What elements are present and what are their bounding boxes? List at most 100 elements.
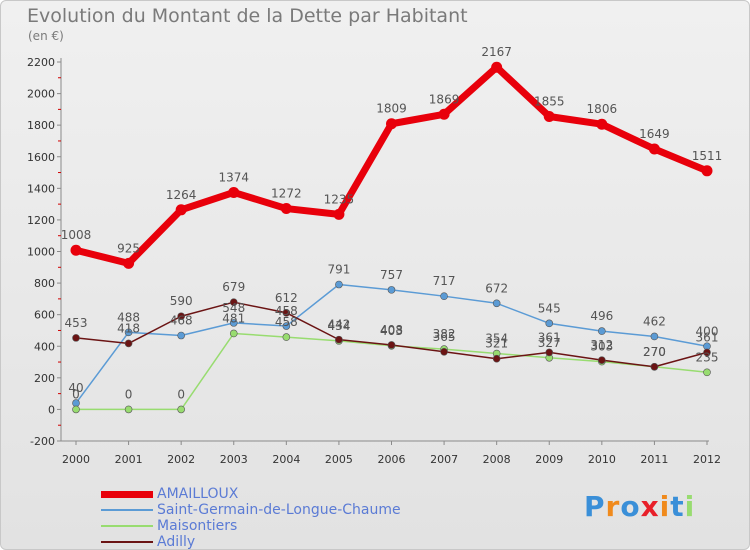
data-point-AMAILLOUX xyxy=(596,118,608,130)
x-tick-label: 2011 xyxy=(640,453,668,466)
data-point-AMAILLOUX xyxy=(648,143,660,155)
data-label-Adilly: 312 xyxy=(590,338,613,352)
data-point-Adilly xyxy=(72,334,80,342)
data-point-AMAILLOUX xyxy=(123,257,135,269)
x-tick-label: 2003 xyxy=(220,453,248,466)
data-label-Maisontiers: 327 xyxy=(538,336,561,350)
legend-label: Saint-Germain-de-Longue-Chaume xyxy=(157,502,401,518)
logo-letter: i xyxy=(659,490,671,523)
data-label-Saint-Germain-de-Longue-Chaume: 496 xyxy=(590,309,613,323)
data-point-AMAILLOUX xyxy=(386,118,397,130)
logo-letter: r xyxy=(605,490,621,523)
data-label-AMAILLOUX: 1809 xyxy=(376,102,407,116)
data-point-Adilly xyxy=(545,348,554,357)
legend-item: AMAILLOUX xyxy=(101,486,521,502)
x-tick-label: 2012 xyxy=(693,453,721,466)
data-label-AMAILLOUX: 1511 xyxy=(692,149,723,163)
x-tick-label: 2000 xyxy=(62,453,90,466)
data-label-Maisontiers: 0 xyxy=(177,387,185,401)
data-point-Adilly xyxy=(124,339,133,348)
logo-letter: i xyxy=(684,490,696,523)
y-tick-label: 1600 xyxy=(27,151,55,164)
data-point-AMAILLOUX xyxy=(333,208,345,220)
data-point-Saint-Germain-de-Longue-Chaume xyxy=(545,319,554,328)
legend-label: Adilly xyxy=(157,534,196,550)
data-point-AMAILLOUX xyxy=(70,244,82,256)
x-tick-label: 2001 xyxy=(115,453,143,466)
data-point-AMAILLOUX xyxy=(491,61,503,73)
data-label-AMAILLOUX: 925 xyxy=(117,241,140,255)
data-point-Saint-Germain-de-Longue-Chaume xyxy=(440,292,448,300)
data-label-Maisontiers: 481 xyxy=(222,311,245,325)
data-label-Maisontiers: 303 xyxy=(590,340,613,354)
data-point-Saint-Germain-de-Longue-Chaume xyxy=(492,299,501,308)
data-label-Adilly: 418 xyxy=(117,321,140,335)
logo-letter: t xyxy=(670,490,685,523)
data-point-Maisontiers xyxy=(282,333,291,341)
data-point-Adilly xyxy=(598,356,606,364)
data-point-Adilly xyxy=(335,335,343,344)
data-label-Saint-Germain-de-Longue-Chaume: 458 xyxy=(275,304,298,318)
data-point-Saint-Germain-de-Longue-Chaume xyxy=(650,332,659,341)
data-label-Adilly: 679 xyxy=(222,280,245,294)
legend-swatch xyxy=(101,509,153,511)
data-label-Saint-Germain-de-Longue-Chaume: 40 xyxy=(68,381,83,395)
x-tick-label: 2008 xyxy=(483,453,511,466)
data-label-Saint-Germain-de-Longue-Chaume: 757 xyxy=(380,268,403,282)
data-label-Saint-Germain-de-Longue-Chaume: 672 xyxy=(485,281,508,295)
data-point-AMAILLOUX xyxy=(543,110,555,122)
logo-letter: P xyxy=(584,490,606,523)
data-label-Maisontiers: 270 xyxy=(643,345,666,359)
proxiti-logo: Proxiti xyxy=(584,490,695,523)
data-point-AMAILLOUX xyxy=(228,186,240,198)
data-label-AMAILLOUX: 1272 xyxy=(271,187,302,201)
data-point-Maisontiers xyxy=(703,368,711,377)
legend-label: Maisontiers xyxy=(157,518,238,534)
data-label-Saint-Germain-de-Longue-Chaume: 545 xyxy=(538,301,561,315)
data-label-Saint-Germain-de-Longue-Chaume: 468 xyxy=(170,314,193,328)
data-label-Maisontiers: 0 xyxy=(125,387,133,401)
data-point-Saint-Germain-de-Longue-Chaume xyxy=(177,331,185,340)
data-label-AMAILLOUX: 1649 xyxy=(639,127,670,141)
data-label-Maisontiers: 458 xyxy=(275,315,298,329)
data-label-AMAILLOUX: 1806 xyxy=(587,102,618,116)
data-label-Maisontiers: 434 xyxy=(327,319,350,333)
data-label-Maisontiers: 382 xyxy=(433,327,456,341)
data-label-Saint-Germain-de-Longue-Chaume: 717 xyxy=(433,274,456,288)
data-label-AMAILLOUX: 1264 xyxy=(166,188,197,202)
data-label-AMAILLOUX: 1869 xyxy=(429,92,460,106)
data-point-Saint-Germain-de-Longue-Chaume xyxy=(124,328,133,337)
data-label-Maisontiers: 0 xyxy=(72,387,80,401)
y-tick-label: 800 xyxy=(34,277,55,290)
legend-swatch xyxy=(101,490,153,498)
y-tick-label: 1800 xyxy=(27,119,55,132)
x-tick-label: 2002 xyxy=(167,453,195,466)
data-point-Saint-Germain-de-Longue-Chaume xyxy=(598,327,606,335)
data-label-Saint-Germain-de-Longue-Chaume: 791 xyxy=(327,263,350,277)
x-tick-label: 2010 xyxy=(588,453,616,466)
data-label-Adilly: 270 xyxy=(643,345,666,359)
data-label-Adilly: 408 xyxy=(380,323,403,337)
data-label-Maisontiers: 235 xyxy=(696,350,719,364)
y-tick-label: 400 xyxy=(34,340,55,353)
data-label-AMAILLOUX: 1008 xyxy=(61,228,92,242)
x-tick-label: 2006 xyxy=(378,453,406,466)
x-tick-label: 2004 xyxy=(272,453,300,466)
x-tick-label: 2005 xyxy=(325,453,353,466)
data-point-Adilly xyxy=(229,298,238,306)
data-point-AMAILLOUX xyxy=(701,165,713,177)
x-tick-label: 2007 xyxy=(430,453,458,466)
legend-item: Adilly xyxy=(101,534,521,550)
legend-item: Saint-Germain-de-Longue-Chaume xyxy=(101,502,521,518)
data-point-Adilly xyxy=(440,347,448,356)
data-label-AMAILLOUX: 1235 xyxy=(324,192,355,206)
y-tick-label: 0 xyxy=(48,403,55,416)
data-point-AMAILLOUX xyxy=(438,108,450,120)
y-tick-label: 200 xyxy=(34,372,55,385)
data-point-Saint-Germain-de-Longue-Chaume xyxy=(335,280,343,289)
data-label-AMAILLOUX: 1374 xyxy=(218,170,249,184)
data-point-Maisontiers xyxy=(177,405,185,414)
x-tick-label: 2009 xyxy=(535,453,563,466)
